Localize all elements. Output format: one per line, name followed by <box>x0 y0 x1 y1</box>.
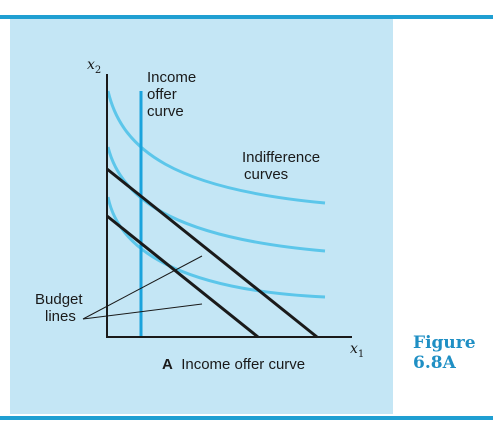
indifference-curve-mid <box>106 146 326 253</box>
budget-line-low <box>106 214 259 339</box>
bottom-rule <box>0 416 493 420</box>
indifference-curves-label: Indifference curves <box>242 149 321 183</box>
y-axis-label: x2 <box>87 57 102 76</box>
indifference-curve-high <box>106 90 326 205</box>
budget-line-high <box>106 167 318 339</box>
offer-curve-label: Income offer curve <box>147 69 197 120</box>
figure-number-label: Figure 6.8A <box>413 333 476 373</box>
budget-lines-label: Budget lines <box>35 291 83 325</box>
budget-pointer-upper <box>82 255 203 320</box>
top-rule <box>0 15 493 19</box>
budget-pointer-lower <box>82 303 203 320</box>
x-axis-label: x1 <box>350 341 365 360</box>
figure-panel: x2 x1 Income offer curve Indifference cu… <box>10 19 393 414</box>
diagram-canvas <box>82 74 352 339</box>
axes <box>106 74 352 338</box>
figure-caption: A Income offer curve <box>162 356 306 373</box>
